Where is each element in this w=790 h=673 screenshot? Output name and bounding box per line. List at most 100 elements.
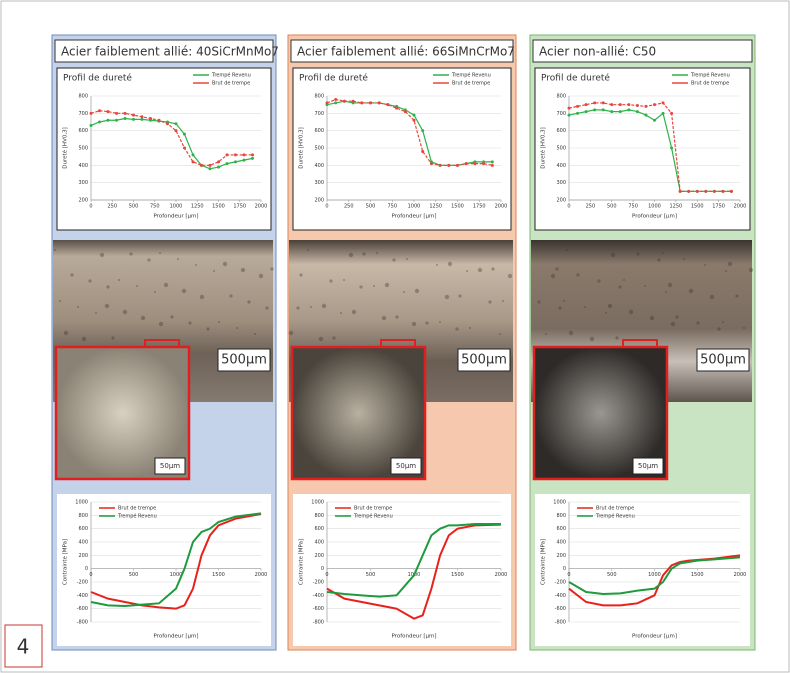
grain bbox=[213, 270, 215, 272]
x-tick-label: 750 bbox=[150, 204, 160, 210]
scale-large: 500µm bbox=[700, 353, 746, 368]
grain bbox=[319, 337, 323, 341]
grain bbox=[403, 291, 405, 293]
marker bbox=[378, 101, 381, 104]
marker bbox=[602, 101, 605, 104]
marker bbox=[413, 114, 416, 117]
grain bbox=[618, 285, 621, 288]
x-tick-label: 0 bbox=[89, 204, 92, 210]
grain bbox=[188, 321, 191, 324]
grain bbox=[141, 316, 145, 320]
y-tick-label: 700 bbox=[78, 111, 88, 117]
legend-label: Brut de trempe bbox=[691, 81, 729, 87]
marker bbox=[149, 117, 152, 120]
marker bbox=[192, 160, 195, 163]
grain bbox=[425, 321, 428, 324]
marker bbox=[107, 110, 110, 113]
marker bbox=[360, 101, 363, 104]
grain bbox=[605, 312, 607, 314]
grain bbox=[623, 279, 625, 281]
marker bbox=[107, 119, 110, 122]
marker bbox=[585, 103, 588, 106]
grain bbox=[123, 310, 127, 314]
grain bbox=[415, 289, 419, 293]
marker bbox=[670, 147, 673, 150]
x-tick-label: 1250 bbox=[429, 204, 442, 210]
x-tick-label: 250 bbox=[586, 204, 596, 210]
marker bbox=[192, 153, 195, 156]
marker bbox=[200, 164, 203, 167]
grain bbox=[70, 273, 73, 276]
grain bbox=[307, 249, 309, 251]
y-tick-label: -600 bbox=[77, 606, 88, 612]
panel-title: Acier non-allié: C50 bbox=[539, 45, 656, 59]
legend-label: Trempé Revenu bbox=[690, 72, 730, 79]
grain bbox=[439, 321, 441, 323]
marker bbox=[713, 190, 716, 193]
y-tick-label: -400 bbox=[77, 593, 88, 599]
grain bbox=[385, 283, 389, 287]
grain bbox=[236, 327, 238, 329]
chart-box bbox=[293, 494, 511, 646]
y-tick-label: -600 bbox=[313, 606, 324, 612]
marker bbox=[243, 159, 246, 162]
x-tick-label: 1750 bbox=[712, 204, 725, 210]
x-tick-label: 750 bbox=[387, 204, 397, 210]
y-tick-label: 400 bbox=[314, 163, 324, 169]
y-tick-label: 600 bbox=[314, 128, 324, 134]
y-tick-label: -400 bbox=[555, 593, 566, 599]
x-tick-label: 1500 bbox=[451, 572, 464, 578]
grain bbox=[95, 312, 97, 314]
marker bbox=[115, 119, 118, 122]
legend-label: Trempé Revenu bbox=[451, 72, 491, 79]
marker bbox=[217, 166, 220, 169]
grain bbox=[129, 252, 132, 255]
x-tick-label: 1000 bbox=[648, 204, 661, 210]
grain bbox=[88, 279, 91, 282]
marker bbox=[395, 107, 398, 110]
y-tick-label: -800 bbox=[555, 620, 566, 626]
grain bbox=[717, 327, 720, 330]
marker bbox=[352, 100, 355, 103]
marker bbox=[687, 190, 690, 193]
figure: 4 Acier faiblement allié: 40SiCrMnMo7500… bbox=[0, 0, 790, 673]
marker bbox=[166, 122, 169, 125]
y-tick-label: 400 bbox=[556, 540, 566, 546]
y-tick-label: 500 bbox=[78, 146, 88, 152]
x-tick-label: 500 bbox=[366, 572, 376, 578]
marker bbox=[334, 98, 337, 101]
grain bbox=[657, 258, 660, 261]
grain bbox=[458, 294, 461, 297]
marker bbox=[334, 101, 337, 104]
y-tick-label: 600 bbox=[314, 526, 324, 532]
grain bbox=[725, 270, 727, 272]
y-tick-label: 600 bbox=[556, 128, 566, 134]
y-tick-label: 800 bbox=[314, 513, 324, 519]
marker bbox=[465, 162, 468, 165]
marker bbox=[386, 103, 389, 106]
grain bbox=[668, 283, 672, 287]
grain bbox=[665, 291, 667, 293]
y-tick-label: 300 bbox=[556, 180, 566, 186]
grain bbox=[349, 253, 353, 257]
grain bbox=[502, 300, 504, 302]
grain bbox=[508, 274, 512, 278]
grain bbox=[629, 310, 633, 314]
grain bbox=[576, 273, 579, 276]
y-tick-label: 1000 bbox=[553, 500, 566, 506]
grain bbox=[322, 304, 326, 308]
scale-large: 500µm bbox=[221, 353, 267, 368]
grain bbox=[54, 249, 56, 251]
marker bbox=[653, 103, 656, 106]
grain bbox=[499, 333, 501, 335]
x-tick-label: 500 bbox=[129, 572, 139, 578]
grain bbox=[206, 327, 209, 330]
y-tick-label: 200 bbox=[314, 553, 324, 559]
marker bbox=[124, 112, 127, 115]
marker bbox=[404, 110, 407, 113]
marker bbox=[576, 105, 579, 108]
chart-box bbox=[535, 494, 750, 646]
marker bbox=[721, 190, 724, 193]
marker bbox=[653, 119, 656, 122]
x-tick-label: 0 bbox=[567, 572, 570, 578]
